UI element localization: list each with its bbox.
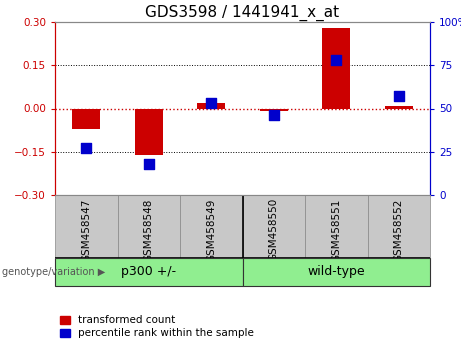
Point bbox=[207, 101, 215, 106]
Point bbox=[145, 161, 153, 167]
Bar bbox=[72, 108, 100, 129]
Bar bbox=[367, 195, 430, 258]
Bar bbox=[260, 108, 288, 112]
Text: GSM458550: GSM458550 bbox=[269, 198, 279, 261]
Text: genotype/variation ▶: genotype/variation ▶ bbox=[2, 267, 106, 277]
Text: GSM458547: GSM458547 bbox=[81, 198, 91, 262]
Bar bbox=[118, 195, 180, 258]
Title: GDS3598 / 1441941_x_at: GDS3598 / 1441941_x_at bbox=[145, 5, 340, 21]
Point bbox=[270, 113, 278, 118]
Text: GSM458548: GSM458548 bbox=[144, 198, 154, 262]
Text: wild-type: wild-type bbox=[307, 266, 365, 279]
Bar bbox=[242, 195, 305, 258]
Bar bbox=[55, 258, 242, 286]
Bar bbox=[305, 195, 367, 258]
Point bbox=[395, 93, 402, 99]
Point bbox=[332, 57, 340, 63]
Bar bbox=[55, 195, 118, 258]
Bar bbox=[384, 105, 413, 108]
Text: p300 +/-: p300 +/- bbox=[121, 266, 176, 279]
Text: GSM458552: GSM458552 bbox=[394, 198, 404, 262]
Bar bbox=[242, 258, 430, 286]
Bar bbox=[180, 195, 242, 258]
Text: GSM458549: GSM458549 bbox=[206, 198, 216, 262]
Bar bbox=[135, 108, 163, 155]
Legend: transformed count, percentile rank within the sample: transformed count, percentile rank withi… bbox=[60, 315, 254, 338]
Text: GSM458551: GSM458551 bbox=[331, 198, 341, 262]
Bar bbox=[197, 103, 225, 108]
Point bbox=[83, 145, 90, 151]
Bar bbox=[322, 28, 350, 108]
